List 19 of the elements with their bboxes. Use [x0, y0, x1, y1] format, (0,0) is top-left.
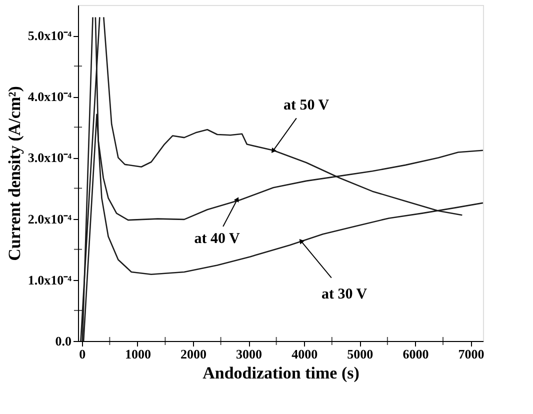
y-tick-label: 4.0x10⁻⁴	[28, 89, 72, 104]
y-tick-label: 2.0x10⁻⁴	[28, 211, 72, 226]
annotation: at 30 V	[322, 286, 368, 302]
x-tick-label: 6000	[402, 346, 429, 362]
y-tick-label: 1.0x10⁻⁴	[28, 272, 72, 288]
x-tick-label: 4000	[292, 346, 318, 362]
annotation: at 40 V	[194, 230, 240, 247]
annotation: at 50 V	[284, 97, 330, 114]
x-tick-label: 7000	[458, 346, 484, 362]
x-tick-label: 1000	[124, 346, 151, 362]
y-tick-label: 0.0	[55, 334, 72, 348]
y-tick-label: 5.0x10⁻⁴	[28, 28, 72, 44]
y-tick-label: 3.0x10⁻⁴	[28, 150, 72, 166]
y-axis-title: Current density (A/cm²)	[4, 86, 24, 261]
x-tick-label: 0	[79, 346, 86, 362]
x-tick-label: 3000	[236, 346, 262, 362]
x-tick-label: 2000	[180, 346, 206, 362]
x-tick-label: 5000	[347, 346, 374, 362]
x-axis-title: Andodization time (s)	[202, 364, 360, 382]
